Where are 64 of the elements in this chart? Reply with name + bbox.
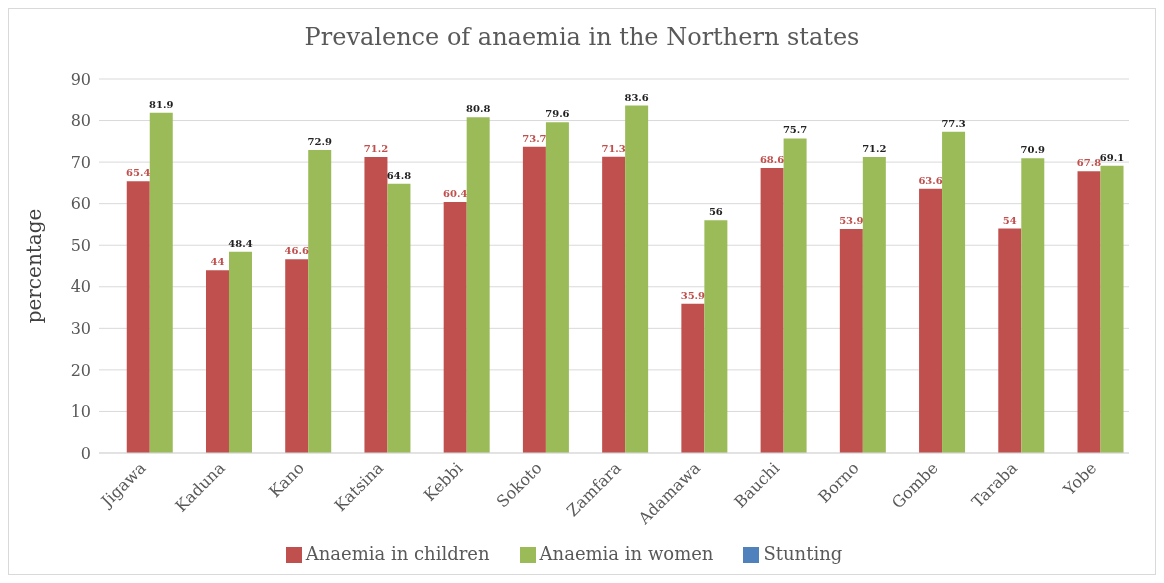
legend-label: Stunting <box>763 543 843 564</box>
y-tick-label: 0 <box>80 443 91 463</box>
legend-label: Anaemia in children <box>305 543 490 564</box>
data-label: 75.7 <box>782 124 808 136</box>
data-label: 56 <box>708 206 723 218</box>
bar <box>1077 171 1101 453</box>
data-label: 48.4 <box>228 237 253 249</box>
bar <box>126 181 150 453</box>
bar <box>387 183 411 453</box>
y-tick-label: 90 <box>70 69 91 89</box>
data-label: 83.6 <box>624 91 649 103</box>
y-tick-label: 30 <box>70 319 91 339</box>
bar <box>205 270 229 453</box>
bar <box>998 228 1022 453</box>
bar <box>522 146 546 453</box>
bar <box>704 220 728 453</box>
y-axis-title: percentage <box>22 208 47 324</box>
bar <box>364 157 388 453</box>
data-label: 60.4 <box>443 188 468 199</box>
y-tick-label: 40 <box>70 277 91 297</box>
bar <box>839 229 863 453</box>
data-label: 63.6 <box>918 174 943 186</box>
legend-label: Anaemia in women <box>539 543 714 564</box>
y-tick-label: 10 <box>70 402 91 422</box>
bar <box>760 167 784 453</box>
data-label: 77.3 <box>941 117 966 129</box>
bar <box>1021 158 1045 453</box>
data-label: 70.9 <box>1020 144 1046 156</box>
data-label: 71.2 <box>862 143 887 155</box>
data-label: 53.9 <box>839 215 864 227</box>
data-label: 44 <box>210 256 225 268</box>
y-tick-label: 60 <box>70 194 91 214</box>
bar <box>228 251 252 453</box>
bar <box>862 157 886 453</box>
y-tick-label: 80 <box>70 111 91 131</box>
data-label: 71.3 <box>601 142 626 154</box>
data-label: 72.9 <box>307 136 332 148</box>
bar <box>545 122 569 453</box>
bar <box>681 303 705 453</box>
bar <box>625 105 649 453</box>
bar <box>285 259 309 453</box>
chart-title: Prevalence of anaemia in the Northern states <box>303 22 861 53</box>
data-label: 80.8 <box>466 103 491 115</box>
data-label: 68.6 <box>759 153 785 165</box>
data-label: 65.4 <box>126 167 151 179</box>
bar <box>942 131 966 453</box>
data-label: 79.6 <box>545 108 570 120</box>
bar <box>1100 165 1124 453</box>
bar <box>783 138 807 453</box>
bar <box>466 117 490 453</box>
data-label: 54 <box>1002 214 1017 226</box>
bar <box>149 112 173 453</box>
data-label: 73.7 <box>522 132 547 144</box>
data-label: 71.2 <box>363 143 389 155</box>
data-label: 69.1 <box>1099 151 1125 163</box>
data-label: 64.8 <box>386 169 412 181</box>
bar <box>602 156 626 453</box>
bar <box>443 202 467 453</box>
y-tick-label: 20 <box>70 360 91 380</box>
y-tick-label: 50 <box>70 235 91 255</box>
y-tick-label: 70 <box>70 152 91 172</box>
data-label: 81.9 <box>149 98 174 110</box>
bar <box>308 150 332 453</box>
bar <box>919 188 943 453</box>
